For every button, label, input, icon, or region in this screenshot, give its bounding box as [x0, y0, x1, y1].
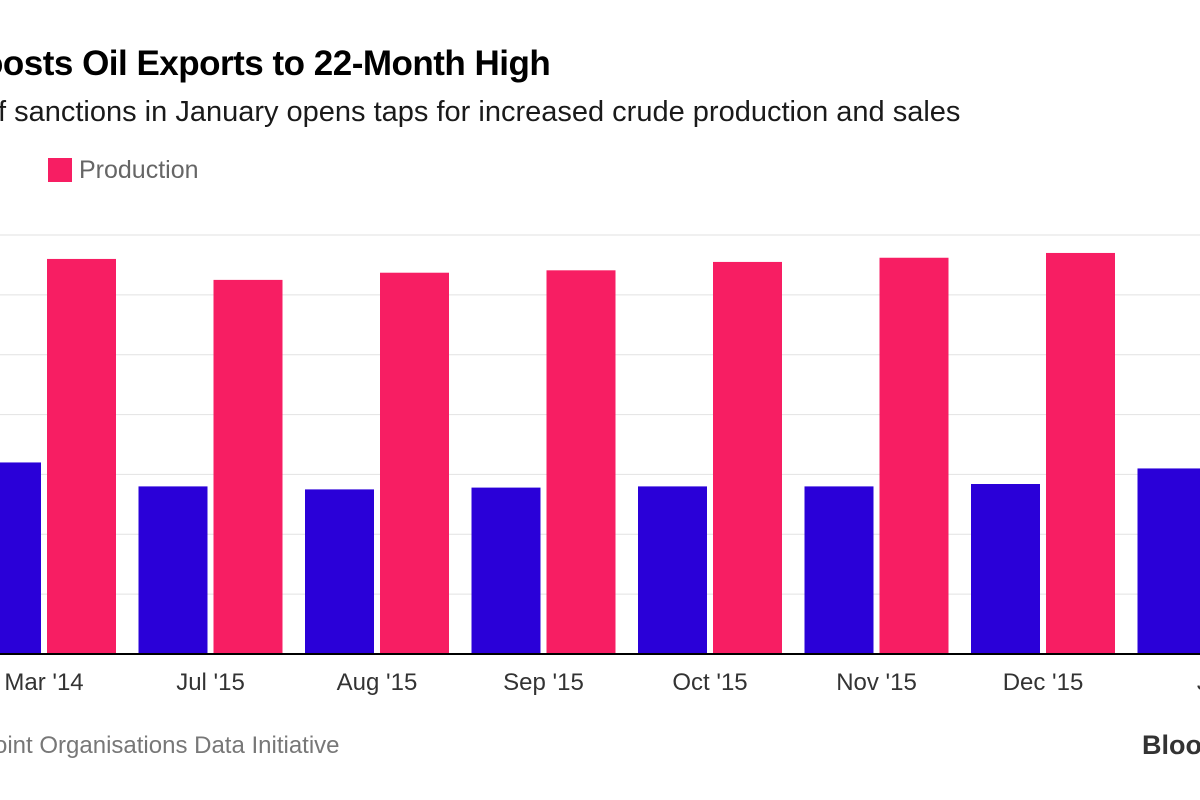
chart-subtitle: f sanctions in January opens taps for in… [0, 96, 961, 128]
bar-production-4 [713, 261, 782, 654]
bar-production-1 [213, 279, 283, 654]
x-tick-label: Aug '15 [337, 669, 418, 696]
bar-exports-5 [804, 486, 874, 654]
bar-exports-3 [471, 487, 541, 654]
x-tick-label: Oct '15 [672, 669, 747, 696]
brand-logo: Bloo [1142, 730, 1200, 760]
legend-label-exports: s [0, 156, 1, 185]
x-tick-label: Mar '14 [4, 669, 83, 696]
x-tick-label: Nov '15 [836, 669, 917, 696]
bar-exports-0 [0, 462, 41, 654]
bar-exports-6 [971, 484, 1040, 654]
x-tick-label: Sep '15 [503, 669, 584, 696]
bar-production-5 [879, 257, 949, 654]
bar-exports-1 [138, 486, 208, 654]
bar-exports-2 [305, 489, 374, 654]
x-tick-label: Ja [1197, 669, 1200, 696]
source-note: oint Organisations Data Initiative [0, 732, 340, 759]
x-tick-labels: Mar '14 Jul '15 Aug '15 Sep '15 Oct '15 Nov '… [4, 669, 1200, 696]
bar-production-6 [1046, 252, 1115, 654]
chart-title: oosts Oil Exports to 22-Month High [0, 44, 551, 83]
bar-exports-4 [638, 486, 707, 654]
bars [0, 252, 1200, 654]
bar-exports-7 [1137, 468, 1200, 654]
bar-production-3 [546, 270, 616, 654]
legend-swatch-production [48, 158, 72, 182]
bar-production-0 [47, 258, 116, 654]
x-tick-label: Dec '15 [1003, 669, 1084, 696]
legend: s Production [0, 154, 400, 186]
bar-production-2 [380, 272, 449, 654]
x-tick-label: Jul '15 [176, 669, 245, 696]
legend-label-production: Production [79, 156, 199, 184]
